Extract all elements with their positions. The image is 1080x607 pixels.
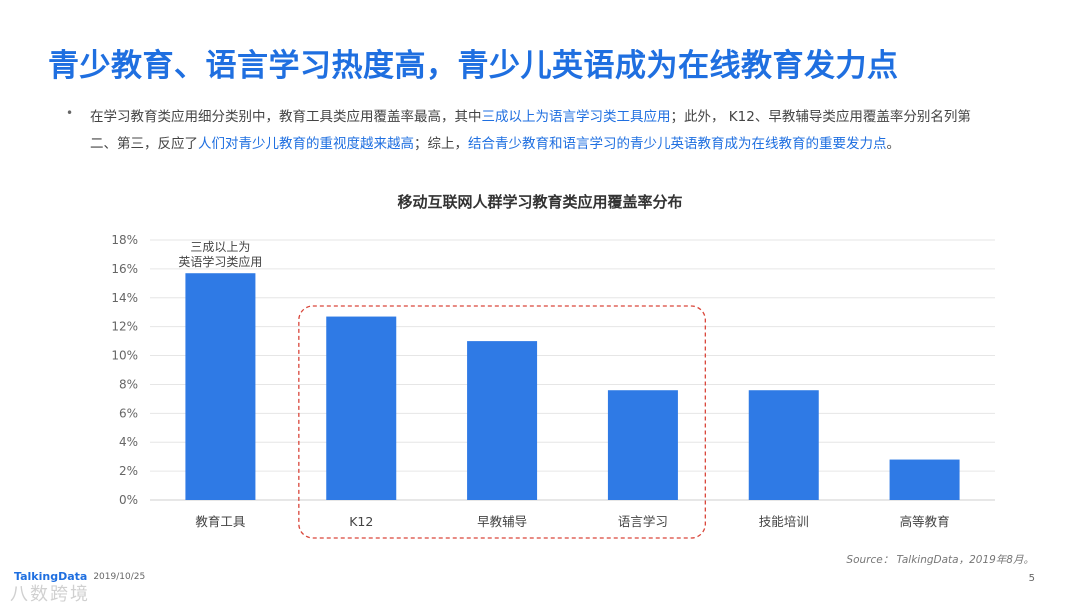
bar-annotation: 英语学习类应用 — [178, 254, 262, 269]
y-tick-label: 2% — [119, 464, 138, 478]
x-tick-label: 高等教育 — [900, 514, 950, 529]
highlight-box — [298, 305, 706, 539]
bullet-text-part: 。 — [886, 136, 901, 152]
y-tick-label: 6% — [119, 406, 138, 420]
bar-5 — [889, 459, 960, 500]
bar-annotation: 三成以上为 — [190, 240, 250, 254]
bullet-text-part: 在学习教育类应用细分类别中，教育工具类应用覆盖率最高，其中 — [90, 109, 482, 125]
bar-3 — [607, 390, 678, 500]
bullet-highlight: 人们对青少儿教育的重视度越来越高 — [198, 136, 414, 152]
page-number: 5 — [1028, 573, 1035, 584]
bullet-highlight: 三成以上为语言学习类工具应用 — [481, 109, 671, 125]
bullet-text: 在学习教育类应用细分类别中，教育工具类应用覆盖率最高，其中三成以上为语言学习类工… — [90, 104, 996, 158]
bar-2 — [467, 341, 538, 500]
x-tick-label: K12 — [349, 514, 373, 529]
y-tick-label: 4% — [119, 435, 138, 449]
bullet-text-part: ；综上， — [414, 136, 468, 152]
y-tick-label: 12% — [111, 320, 138, 334]
x-tick-label: 语言学习 — [618, 514, 668, 529]
bullet-text-part: ；此外， K12、早教辅导类应用覆盖率分别名列第二、第三，反应了 — [90, 109, 971, 152]
page-title: 青少教育、语言学习热度高，青少儿英语成为在线教育发力点 — [48, 48, 899, 84]
y-tick-label: 14% — [111, 291, 138, 305]
brand-logo: TalkingData — [14, 570, 88, 583]
description-bullet: • 在学习教育类应用细分类别中，教育工具类应用覆盖率最高，其中三成以上为语言学习… — [66, 104, 996, 158]
footer: TalkingData 2019/10/25 — [14, 570, 145, 583]
bar-1 — [326, 316, 397, 500]
chart-title: 移动互联网人群学习教育类应用覆盖率分布 — [397, 193, 683, 211]
y-tick-label: 18% — [111, 233, 138, 247]
watermark: 八数跨境 — [10, 584, 90, 605]
y-tick-label: 10% — [111, 349, 138, 363]
bar-4 — [748, 390, 819, 500]
y-tick-label: 0% — [119, 493, 138, 507]
bar-0 — [185, 273, 256, 500]
x-tick-label: 技能培训 — [759, 514, 809, 529]
x-tick-label: 教育工具 — [195, 514, 246, 529]
x-tick-label: 早教辅导 — [477, 514, 527, 529]
bullet-dot-icon: • — [66, 106, 74, 120]
y-tick-label: 8% — [119, 377, 138, 391]
y-tick-label: 16% — [111, 262, 138, 276]
footer-date: 2019/10/25 — [93, 571, 146, 582]
bullet-highlight: 结合青少教育和语言学习的青少儿英语教育成为在线教育的重要发力点 — [468, 136, 887, 152]
source-note: Source： TalkingData，2019年8月。 — [846, 554, 1034, 566]
